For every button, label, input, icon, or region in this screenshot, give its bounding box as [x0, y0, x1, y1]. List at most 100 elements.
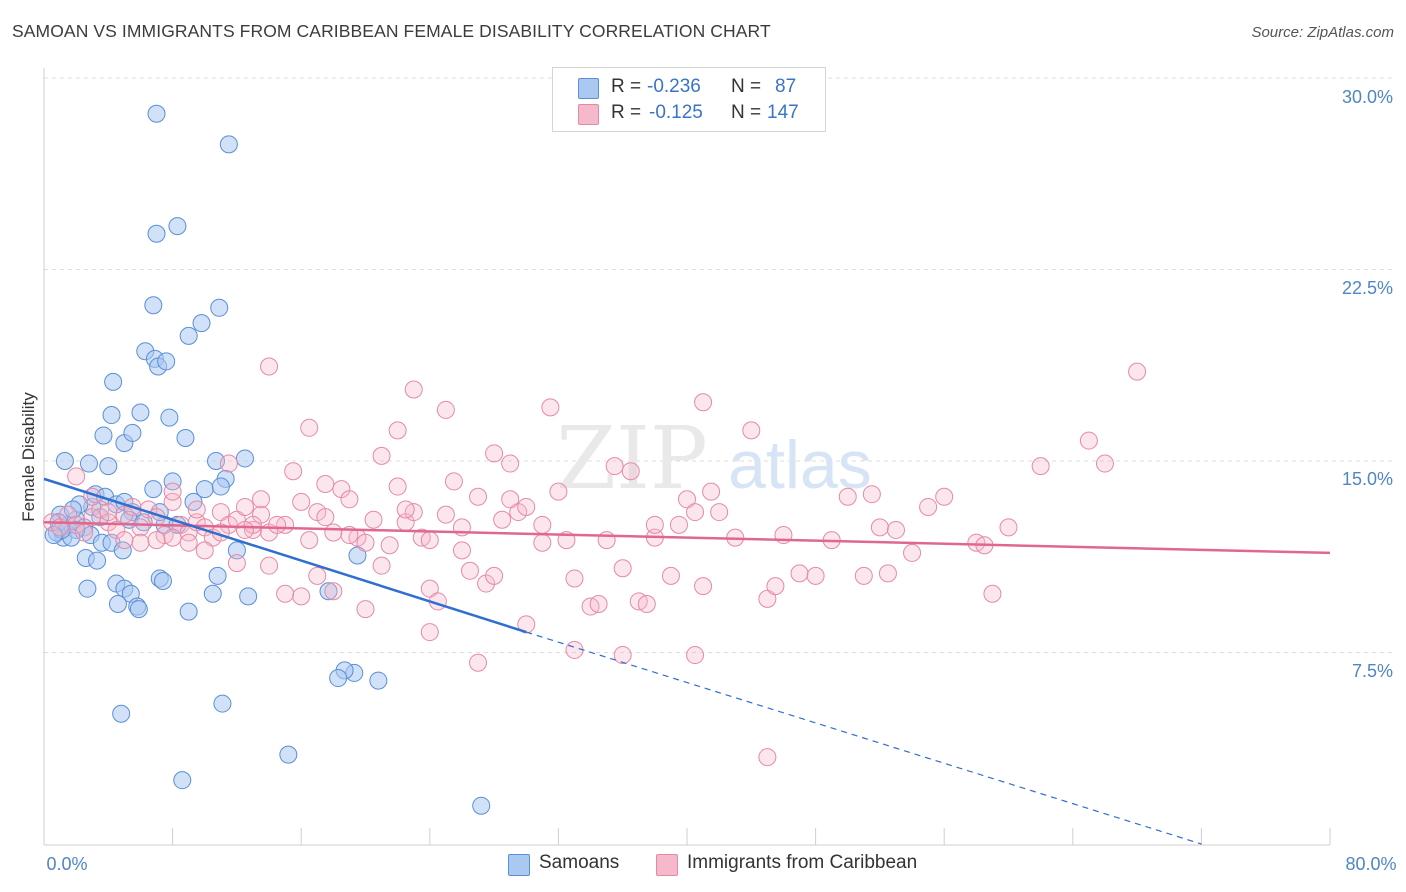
samoans-point — [210, 298, 229, 317]
caribbean-point — [686, 646, 705, 665]
caribbean-point — [99, 503, 118, 522]
caribbean-point — [621, 462, 640, 481]
caribbean-point — [396, 500, 415, 519]
caribbean-point — [292, 492, 311, 511]
samoans-point — [192, 314, 211, 333]
caribbean-point — [517, 497, 536, 516]
legend-n-value: 147 — [767, 102, 799, 123]
samoans-point — [131, 403, 150, 422]
samoans-point — [348, 546, 367, 565]
caribbean-point — [380, 536, 399, 555]
caribbean-point — [919, 497, 938, 516]
caribbean-point — [838, 487, 857, 506]
caribbean-point — [67, 467, 86, 486]
legend-r-label: R = — [611, 76, 642, 97]
caribbean-point — [420, 531, 439, 550]
caribbean-point — [541, 398, 560, 417]
chart-source: Source: ZipAtlas.com — [1251, 24, 1394, 41]
samoans-point — [63, 500, 82, 519]
caribbean-point — [404, 380, 423, 399]
samoans-point — [94, 426, 113, 445]
samoans-point — [78, 579, 97, 598]
caribbean-point — [533, 515, 552, 534]
caribbean-point — [316, 474, 335, 493]
samoans-point — [472, 796, 491, 815]
samoans-point — [239, 587, 258, 606]
samoans-point — [160, 408, 179, 427]
caribbean-point — [903, 543, 922, 562]
caribbean-point — [742, 421, 761, 440]
y-axis-label: Female Disability — [19, 392, 38, 522]
samoans-point — [235, 449, 254, 468]
caribbean-point — [420, 579, 439, 598]
correlation-legend: R = -0.236 N = 87 R = -0.125 N = 147 — [552, 67, 826, 132]
caribbean-point — [613, 646, 632, 665]
samoans-point — [279, 745, 298, 764]
samoans-point — [80, 454, 99, 473]
caribbean-point — [710, 503, 729, 522]
caribbean-point — [862, 485, 881, 504]
caribbean-point — [886, 520, 905, 539]
samoans-point — [88, 551, 107, 570]
samoans-point — [123, 423, 142, 442]
samoans-point — [157, 352, 176, 371]
x-tick-label-min: 0.0% — [46, 854, 87, 874]
caribbean-trend-line — [43, 521, 1331, 555]
legend-n-label: N = — [731, 102, 762, 123]
samoans-point — [208, 566, 227, 585]
caribbean-point — [300, 418, 319, 437]
caribbean-point — [75, 523, 94, 542]
caribbean-point — [436, 400, 455, 419]
caribbean-point — [694, 393, 713, 412]
axes — [43, 68, 1331, 846]
y-tick-label: 30.0% — [1342, 87, 1393, 107]
caribbean-point — [645, 515, 664, 534]
caribbean-point — [300, 531, 319, 550]
samoans-point — [144, 480, 163, 499]
legend-n-value: 87 — [775, 76, 797, 97]
caribbean-point — [292, 587, 311, 606]
legend-r-label: R = — [611, 102, 642, 123]
samoans-point — [195, 480, 214, 499]
samoans-point — [55, 452, 74, 470]
samoans-point — [129, 600, 148, 619]
caribbean-point — [163, 482, 182, 501]
samoans-point — [104, 372, 123, 391]
caribbean-point — [1128, 362, 1147, 381]
caribbean-point — [983, 584, 1002, 603]
caribbean-point — [766, 577, 785, 596]
caribbean-point — [533, 533, 552, 552]
caribbean-point — [605, 457, 624, 476]
samoans-point — [179, 602, 198, 621]
x-tick-label-max: 80.0% — [1345, 854, 1396, 874]
caribbean-point — [806, 566, 825, 585]
caribbean-point — [565, 569, 584, 588]
caribbean-point — [436, 505, 455, 524]
caribbean-point — [935, 487, 954, 506]
caribbean-point — [878, 564, 897, 583]
caribbean-point — [131, 533, 150, 552]
legend-n-label: N = — [731, 76, 762, 97]
samoans-point — [144, 296, 163, 315]
caribbean-point — [702, 482, 721, 501]
samoans-point — [112, 704, 131, 723]
caribbean-point — [1095, 454, 1114, 473]
samoans-trend-line — [43, 477, 527, 634]
samoans-points — [44, 104, 491, 815]
caribbean-point — [276, 584, 295, 603]
y-tick-label: 15.0% — [1342, 469, 1393, 489]
caribbean-point — [284, 462, 303, 481]
y-tick-label: 7.5% — [1352, 661, 1393, 681]
caribbean-point — [131, 518, 150, 537]
caribbean-point — [227, 554, 246, 573]
caribbean-point — [469, 653, 488, 672]
bottom-legend-swatch-caribbean — [656, 854, 678, 876]
legend-r-value: -0.236 — [647, 76, 701, 97]
caribbean-point — [324, 523, 343, 542]
caribbean-point — [356, 600, 375, 619]
caribbean-points — [43, 357, 1147, 767]
caribbean-point — [163, 528, 182, 547]
caribbean-point — [211, 503, 230, 522]
caribbean-point — [219, 454, 238, 473]
